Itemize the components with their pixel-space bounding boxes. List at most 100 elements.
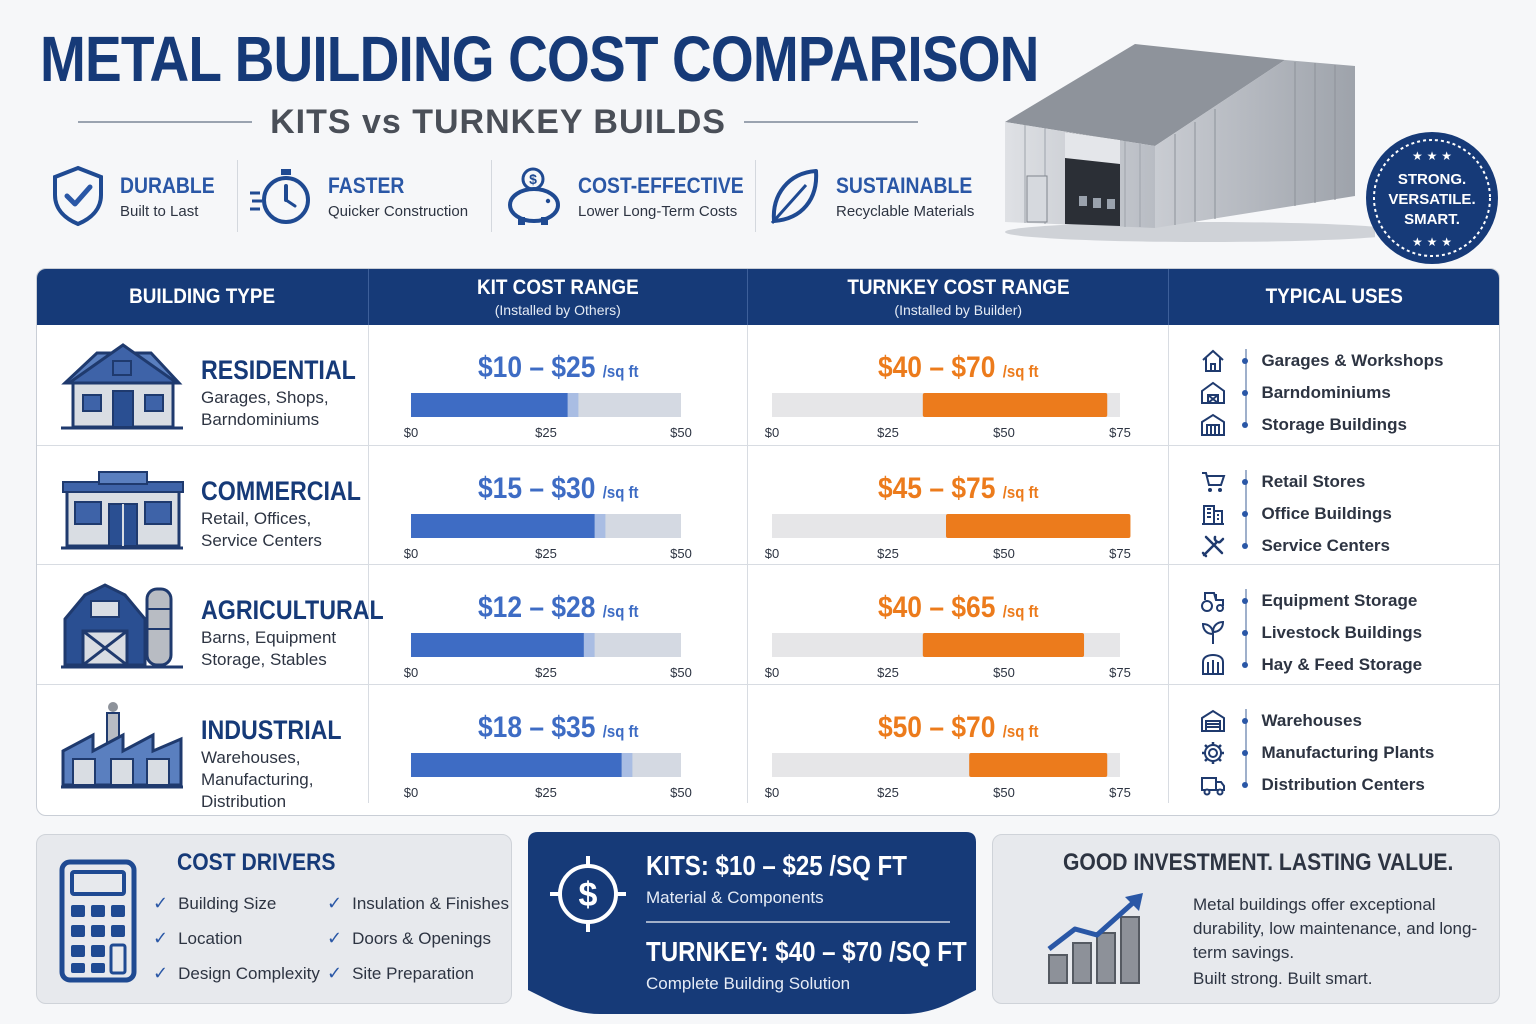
svg-text:$: $ xyxy=(529,171,537,187)
gear-icon xyxy=(1197,739,1229,767)
header-typical-uses: TYPICAL USES xyxy=(1169,269,1499,325)
axis-tick-label: $0 xyxy=(765,546,779,561)
list-item: Service Centers xyxy=(1197,530,1391,562)
axis-tick-label: $50 xyxy=(670,546,692,561)
industrial-factory-icon xyxy=(61,701,183,788)
header-label: TYPICAL USES xyxy=(1265,285,1403,308)
price-unit: /sq ft xyxy=(602,362,639,381)
check-icon: ✓ xyxy=(327,963,343,983)
hay-icon xyxy=(1197,651,1229,679)
table-row: COMMERCIAL Retail, Offices, Service Cente… xyxy=(37,444,1499,564)
dollar-target-icon: $ xyxy=(550,856,626,932)
feature-strip: DURABLE Built to Last FASTER Quicker Con… xyxy=(40,160,986,240)
cost-drivers-title: COST DRIVERS xyxy=(177,849,336,876)
kits-summary-title: KITS: $10 – $25 /SQ FT xyxy=(646,850,907,881)
table-row: INDUSTRIAL Warehouses, Manufacturing, Dis… xyxy=(37,683,1499,811)
kit-cost-cell: $0 $25 $50 $10 – $25 /sq ft xyxy=(369,325,749,445)
building-type-name: COMMERCIAL xyxy=(201,475,361,506)
tools-icon xyxy=(1197,532,1229,560)
kit-price-value: $18 – $35 xyxy=(477,710,595,744)
use-label: Retail Stores xyxy=(1261,471,1366,491)
bullet-dot xyxy=(1242,630,1249,636)
growth-chart-icon xyxy=(1047,893,1143,984)
typical-uses-cell: Warehouses Manufacturing Plants Distributi… xyxy=(1169,685,1499,804)
subtitle-rule-left xyxy=(78,121,253,123)
list-item: Hay & Feed Storage xyxy=(1197,649,1422,681)
feature-subtitle: Recyclable Materials xyxy=(836,202,975,220)
badge-line-1: STRONG. xyxy=(1398,171,1466,188)
header-sublabel: (Installed by Builder) xyxy=(894,302,1023,318)
driver-label: Location xyxy=(178,928,243,948)
cost-range-bar xyxy=(922,633,1085,657)
typical-uses-cell: Equipment Storage Livestock Buildings Hay … xyxy=(1169,565,1499,684)
driver-item: ✓ Insulation & Finishes xyxy=(327,893,509,914)
page-subtitle: KITS vs TURNKEY BUILDS xyxy=(270,102,726,141)
bullet-dot xyxy=(1242,781,1249,788)
uses-divider xyxy=(1245,708,1248,785)
bullet-dot xyxy=(1242,717,1249,724)
feature-title: SUSTAINABLE xyxy=(836,172,973,198)
list-item: Storage Buildings xyxy=(1197,409,1443,441)
cart-icon xyxy=(1197,468,1229,496)
cost-range-bar xyxy=(410,393,568,417)
header-label: KIT COST RANGE xyxy=(476,276,639,299)
turnkey-price-value: $50 – $70 xyxy=(877,710,996,744)
truck-icon xyxy=(1197,771,1229,799)
feature-durable: DURABLE Built to Last xyxy=(40,160,238,232)
header-label: BUILDING TYPE xyxy=(129,285,276,308)
check-icon: ✓ xyxy=(153,893,169,913)
list-item: Livestock Buildings xyxy=(1197,617,1422,649)
building-type-name: INDUSTRIAL xyxy=(201,714,342,745)
kit-price-label: $18 – $35 /sq ft xyxy=(391,711,724,745)
list-item: Garages & Workshops xyxy=(1197,345,1443,377)
use-label: Equipment Storage xyxy=(1261,591,1418,610)
turnkey-price-value: $45 – $75 xyxy=(877,471,996,505)
header-turnkey-cost: TURNKEY COST RANGE (Installed by Builder… xyxy=(748,269,1170,325)
price-unit: /sq ft xyxy=(1002,602,1039,621)
axis-tick-label: $0 xyxy=(765,665,779,680)
residential-icon xyxy=(59,339,185,431)
price-unit: /sq ft xyxy=(1002,362,1039,381)
bullet-dot xyxy=(1242,749,1249,756)
axis-tick-label: $25 xyxy=(877,665,899,680)
tractor-icon xyxy=(1197,587,1229,615)
kit-price-label: $12 – $28 /sq ft xyxy=(391,591,724,625)
axis-tick-label: $75 xyxy=(1109,425,1131,440)
axis-tick-label: $50 xyxy=(670,785,692,800)
building-type-desc: Retail, Offices, Service Centers xyxy=(201,508,322,550)
axis-tick-label: $0 xyxy=(403,665,417,680)
header-building-type: BUILDING TYPE xyxy=(37,269,369,325)
cost-range-bar xyxy=(410,513,595,538)
header-kit-cost: KIT COST RANGE (Installed by Others) xyxy=(369,269,749,325)
price-unit: /sq ft xyxy=(1002,482,1039,502)
storage-building-icon xyxy=(1197,411,1229,439)
bullet-dot xyxy=(1242,510,1249,517)
driver-label: Doors & Openings xyxy=(352,928,491,948)
investment-text: Metal buildings offer exceptional durabi… xyxy=(1193,895,1478,962)
turnkey-range-chart: $0 $25 $50 $75 xyxy=(765,752,1131,800)
axis-tick-label: $50 xyxy=(670,665,692,680)
table-header: BUILDING TYPE KIT COST RANGE (Installed … xyxy=(37,269,1499,325)
commercial-building-icon xyxy=(61,470,184,549)
driver-label: Site Preparation xyxy=(352,963,474,983)
axis-tick-label: $50 xyxy=(670,425,692,440)
residential-house-icon xyxy=(61,343,183,430)
turnkey-price-label: $45 – $75 /sq ft xyxy=(773,472,1143,506)
list-item: Barndominiums xyxy=(1197,377,1443,409)
agricultural-barn-icon xyxy=(61,583,183,669)
axis-tick-label: $50 xyxy=(993,546,1015,561)
driver-item: ✓ Location xyxy=(153,928,242,949)
uses-list: Equipment Storage Livestock Buildings Hay … xyxy=(1197,585,1422,681)
svg-text:★ ★ ★: ★ ★ ★ xyxy=(1412,235,1452,249)
list-item: Manufacturing Plants xyxy=(1197,737,1434,769)
feature-cost-effective: $ COST-EFFECTIVE Lower Long-Term Costs xyxy=(492,160,756,232)
stopwatch-icon xyxy=(250,169,310,224)
use-label: Storage Buildings xyxy=(1261,415,1407,434)
kits-summary-sub: Material & Components xyxy=(646,888,824,907)
cost-drivers-panel: COST DRIVERS ✓ Building Size ✓ Location ✓ D… xyxy=(36,834,512,1004)
kit-price-label: $15 – $30 /sq ft xyxy=(391,472,724,506)
cost-range-bar xyxy=(410,752,622,777)
uses-divider xyxy=(1245,469,1248,546)
subtitle-row: KITS vs TURNKEY BUILDS xyxy=(78,102,919,142)
kit-cost-cell: $0 $25 $50 $12 – $28 /sq ft xyxy=(369,565,749,684)
